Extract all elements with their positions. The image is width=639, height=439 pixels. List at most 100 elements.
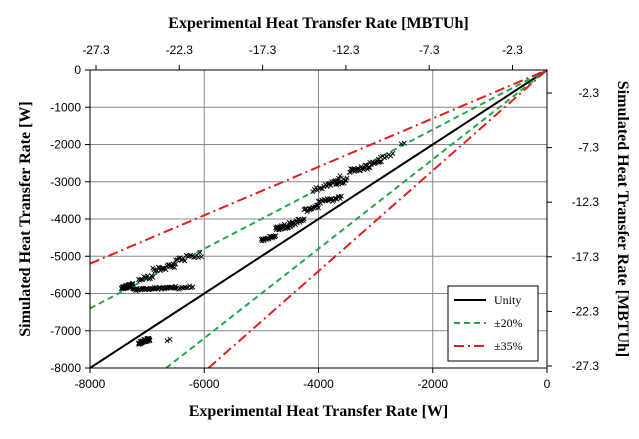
data-point-stroke: [168, 284, 174, 290]
data-point-stroke: [351, 166, 357, 172]
reference-line-20pct-upper: [165, 69, 548, 369]
y-tick-label: -1000: [50, 100, 81, 114]
data-point-stroke: [315, 205, 322, 211]
data-point-stroke: [335, 175, 342, 181]
reference-line-unity: [89, 69, 548, 369]
x-axis-ticks: -8000 -6000 -4000 -2000 0: [75, 368, 551, 391]
data-point: [170, 261, 177, 267]
data-point: [150, 274, 156, 280]
x-tick-label: -4000: [303, 377, 334, 391]
data-point-stroke: [191, 254, 197, 261]
data-point-stroke: [130, 280, 136, 286]
data-point: [182, 258, 188, 264]
legend-box: [447, 285, 539, 362]
data-point-stroke: [160, 265, 166, 271]
data-point: [338, 193, 344, 199]
y2-tick-label: -7.3: [578, 141, 599, 155]
data-point-stroke: [281, 223, 287, 229]
data-point: [190, 284, 196, 290]
data-point: [335, 175, 342, 181]
y-tick-label: 0: [74, 63, 81, 77]
x2-tick-label: -27.3: [82, 43, 110, 57]
data-point-stroke: [401, 140, 407, 146]
data-point: [337, 173, 343, 179]
data-point: [198, 254, 204, 260]
x2-axis-ticks: -27.3 -22.3 -17.3 -12.3 -7.3 -2.3: [82, 43, 523, 70]
data-point-stroke: [147, 338, 153, 344]
legend-label-unity: Unity: [494, 293, 521, 307]
reference-line-35pct-lower: [89, 69, 548, 265]
data-point: [319, 186, 325, 192]
data-point-stroke: [170, 261, 177, 267]
data-point-stroke: [150, 274, 156, 280]
data-point-stroke: [184, 285, 190, 291]
data-point: [314, 202, 320, 208]
y2-tick-label: -22.3: [572, 304, 600, 318]
y-tick-label: -8000: [50, 361, 81, 375]
data-point-stroke: [344, 175, 350, 181]
data-point: [173, 257, 179, 263]
data-point-stroke: [173, 285, 179, 291]
y-tick-label: -3000: [50, 175, 81, 189]
data-point-stroke: [167, 336, 173, 342]
x2-tick-label: -22.3: [166, 43, 194, 57]
data-point-stroke: [198, 254, 204, 260]
data-point-stroke: [315, 202, 321, 208]
data-point-stroke: [361, 165, 367, 171]
data-point-stroke: [301, 216, 307, 222]
data-point-stroke: [136, 286, 142, 292]
data-point-stroke: [340, 176, 346, 183]
data-point-stroke: [164, 338, 170, 344]
data-point: [390, 150, 396, 156]
x-tick-label: 0: [544, 377, 551, 391]
data-point: [344, 175, 350, 181]
x-axis-title: Experimental Heat Transfer Rate [W]: [189, 403, 449, 420]
data-point: [377, 159, 383, 165]
data-point: [129, 282, 136, 288]
data-point-stroke: [129, 282, 136, 288]
x2-tick-label: -2.3: [502, 43, 523, 57]
data-point: [173, 261, 179, 267]
data-point-stroke: [188, 285, 194, 291]
data-point-stroke: [195, 254, 201, 260]
legend: Unity ±20% ±35%: [447, 285, 539, 362]
data-point-stroke: [341, 180, 347, 186]
data-point-stroke: [182, 258, 188, 264]
y-tick-label: -4000: [50, 212, 81, 226]
x-tick-label: -6000: [189, 377, 220, 391]
data-point-stroke: [173, 261, 179, 267]
data-point-stroke: [185, 253, 191, 259]
y2-tick-label: -17.3: [572, 250, 600, 264]
data-point-stroke: [163, 267, 169, 273]
data-point: [153, 267, 159, 273]
data-point-stroke: [319, 186, 325, 192]
data-point: [184, 285, 190, 291]
data-point-stroke: [377, 159, 383, 165]
legend-label-20pct: ±20%: [494, 316, 523, 330]
y-tick-label: -6000: [50, 287, 81, 301]
y2-tick-label: -12.3: [572, 195, 600, 209]
data-point: [371, 161, 377, 167]
y2-axis-title: Simulated Heat Transfer Rate [MBTUh]: [614, 81, 631, 357]
data-point: [163, 267, 169, 273]
data-point-stroke: [398, 141, 404, 147]
data-point: [168, 284, 174, 290]
data-point-stroke: [258, 236, 264, 242]
data-point-stroke: [337, 173, 343, 179]
data-point-stroke: [334, 181, 340, 187]
x-tick-label: -8000: [75, 377, 106, 391]
y2-tick-label: -27.3: [572, 359, 600, 373]
y-tick-label: -2000: [50, 138, 81, 152]
data-point-stroke: [190, 284, 196, 290]
x2-tick-label: -7.3: [419, 43, 440, 57]
data-point-stroke: [166, 262, 172, 268]
data-point: [167, 336, 173, 342]
data-point: [301, 216, 307, 222]
data-point-stroke: [176, 286, 182, 292]
data-point-stroke: [145, 273, 151, 279]
data-point: [130, 280, 136, 286]
data-point-stroke: [386, 152, 392, 158]
data-point-stroke: [153, 267, 159, 273]
data-point-stroke: [273, 233, 279, 239]
